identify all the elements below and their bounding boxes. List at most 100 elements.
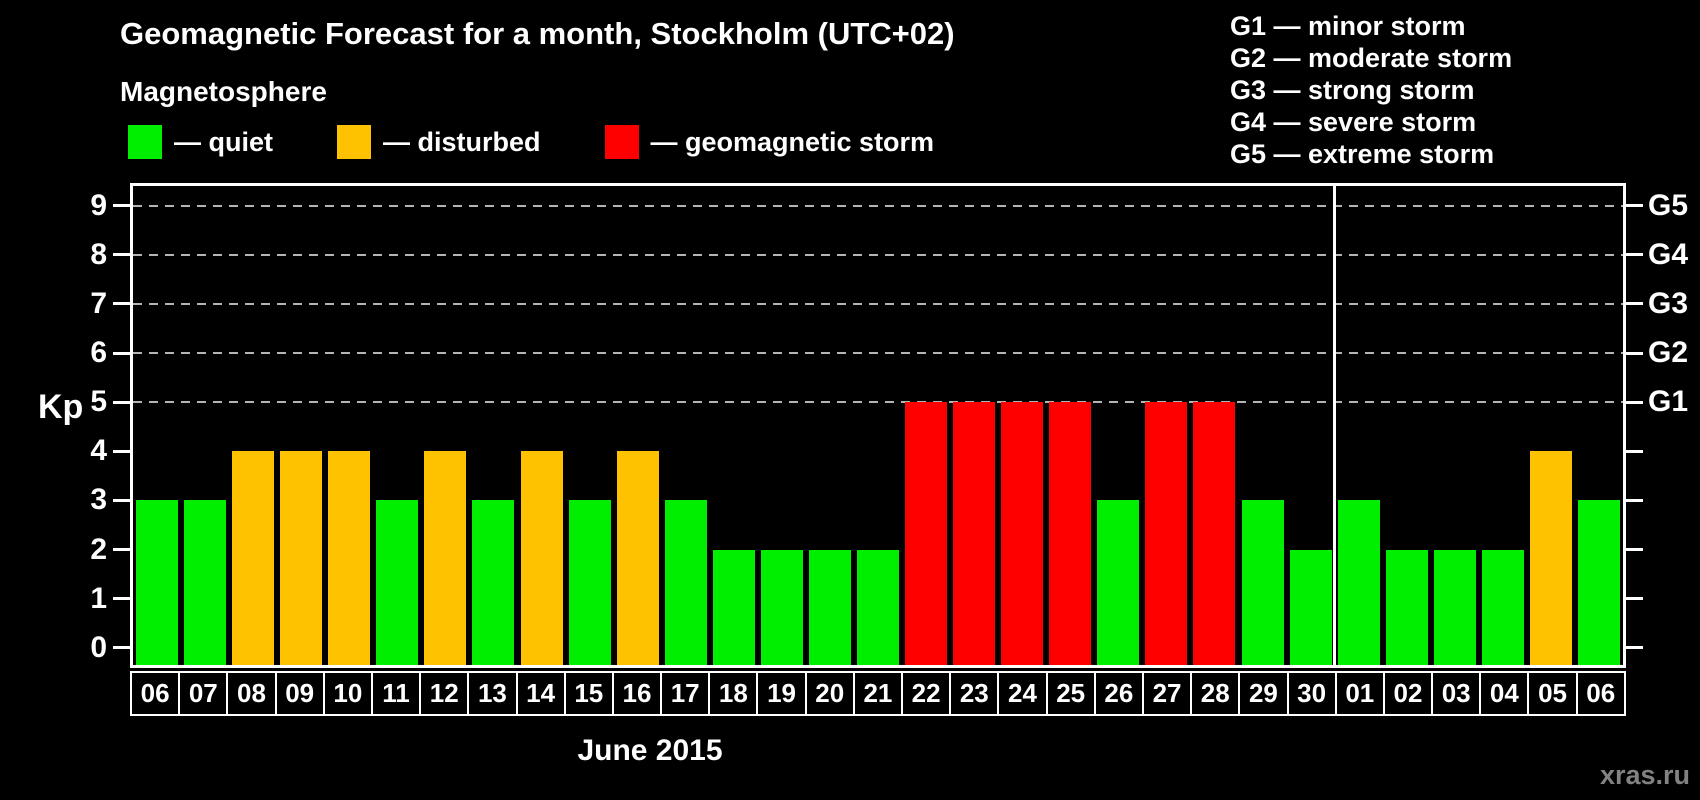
storm-scale-g2: G2 — moderate storm xyxy=(1230,43,1513,73)
kp-bar-day-26 xyxy=(1097,500,1140,665)
kp-bar-day-17 xyxy=(664,500,707,665)
x-axis-day-label-jun-19: 19 xyxy=(756,671,807,716)
x-axis-day-label-jun-15: 15 xyxy=(563,671,614,716)
x-axis-day-label-jun-17: 17 xyxy=(660,671,711,716)
y-axis-tick-left-0 xyxy=(113,646,130,650)
x-axis-day-label-jun-26: 26 xyxy=(1093,671,1144,716)
y-axis-label-6: 6 xyxy=(90,336,107,370)
x-axis-day-label-jun-22: 22 xyxy=(901,671,952,716)
magnetosphere-legend-heading: Magnetosphere xyxy=(120,76,327,107)
storm-scale-legend: G1 — minor storm G2 — moderate storm G3 … xyxy=(1230,10,1512,170)
kp-bar-day-16 xyxy=(616,451,659,665)
storm-scale-g4: G4 — severe storm xyxy=(1230,107,1477,137)
legend-item-storm: — geomagnetic storm xyxy=(604,125,935,159)
x-axis-day-label-jun-10: 10 xyxy=(322,671,373,716)
plot-area xyxy=(130,183,1626,668)
legend-label-quiet: — quiet xyxy=(174,126,273,157)
x-axis-day-label-jul-05: 05 xyxy=(1527,671,1578,716)
kp-bar-day-27 xyxy=(1145,402,1188,665)
kp-bar-day-11 xyxy=(376,500,419,665)
kp-bar-day-25 xyxy=(1049,402,1092,665)
kp-bar-day-28 xyxy=(1193,402,1236,665)
x-axis-day-label-jun-20: 20 xyxy=(804,671,855,716)
y-axis-label-1: 1 xyxy=(90,581,107,615)
x-axis-day-label-jul-02: 02 xyxy=(1382,671,1434,716)
y-axis-tick-right-3 xyxy=(1626,498,1643,502)
right-axis-label-g2: G2 xyxy=(1648,336,1689,370)
disturbed-color-swatch xyxy=(337,125,371,159)
legend-label-storm: — geomagnetic storm xyxy=(650,126,935,157)
gridline-kp-8 xyxy=(133,253,1623,256)
storm-scale-g5: G5 — extreme storm xyxy=(1230,139,1495,169)
y-axis-label-4: 4 xyxy=(90,434,107,468)
y-axis-tick-left-6 xyxy=(113,351,130,355)
kp-bar-day-02 xyxy=(1385,549,1428,665)
watermark: xras.ru xyxy=(1599,760,1690,790)
x-axis-day-label-jun-08: 08 xyxy=(226,671,277,716)
y-axis-label-8: 8 xyxy=(90,237,107,271)
right-axis-label-g3: G3 xyxy=(1648,286,1689,320)
kp-bar-day-03 xyxy=(1433,549,1476,665)
storm-scale-g3: G3 — strong storm xyxy=(1230,75,1475,105)
kp-bar-day-30 xyxy=(1289,549,1332,665)
kp-bar-day-07 xyxy=(184,500,227,665)
right-axis-label-g1: G1 xyxy=(1648,385,1689,419)
y-axis-tick-left-5 xyxy=(113,400,130,404)
x-axis-day-label-jun-24: 24 xyxy=(997,671,1048,716)
y-axis-label-3: 3 xyxy=(90,483,107,517)
kp-bar-day-04 xyxy=(1481,549,1524,665)
x-axis-day-label-jun-06: 06 xyxy=(130,671,181,716)
gridline-kp-7 xyxy=(133,302,1623,305)
x-axis-day-labels: 06 07 08 09 10 11 12 13 14 15 16 17 18 19 20 21 22 23 24 25… xyxy=(130,671,1626,716)
kp-bar-day-08 xyxy=(232,451,275,665)
y-axis-tick-left-7 xyxy=(113,302,130,306)
y-axis-tick-right-7 xyxy=(1626,302,1643,306)
y-axis-label-7: 7 xyxy=(90,286,107,320)
right-axis-label-g5: G5 xyxy=(1648,188,1689,222)
kp-bar-day-21 xyxy=(857,549,899,665)
y-axis-tick-left-4 xyxy=(113,449,130,453)
y-axis-label-5: 5 xyxy=(90,385,107,419)
kp-bar-day-12 xyxy=(424,451,467,665)
quiet-color-swatch xyxy=(128,125,162,159)
x-axis-day-label-jun-11: 11 xyxy=(370,671,422,716)
x-axis-day-label-jun-28: 28 xyxy=(1190,671,1241,716)
x-axis-day-label-jun-12: 12 xyxy=(419,671,470,716)
x-axis-day-label-jul-01: 01 xyxy=(1334,671,1385,716)
legend-item-quiet: — quiet xyxy=(128,125,273,159)
storm-color-swatch xyxy=(604,125,639,159)
kp-bar-day-29 xyxy=(1241,500,1284,665)
y-axis-tick-left-3 xyxy=(113,498,130,502)
y-axis-tick-left-1 xyxy=(113,597,130,601)
x-axis-day-label-jul-04: 04 xyxy=(1479,671,1530,716)
kp-bar-day-01 xyxy=(1337,500,1380,665)
y-axis-tick-right-5 xyxy=(1626,400,1643,404)
x-axis-day-label-jul-06: 06 xyxy=(1575,671,1626,716)
kp-bar-day-05 xyxy=(1529,451,1572,665)
kp-bar-day-23 xyxy=(953,402,996,665)
kp-bar-day-14 xyxy=(520,451,563,665)
kp-bar-day-06 xyxy=(1577,500,1620,665)
kp-bar-day-06 xyxy=(136,500,179,665)
x-axis-day-label-jul-03: 03 xyxy=(1431,671,1482,716)
y-axis-tick-right-0 xyxy=(1626,646,1643,650)
x-axis-day-label-jun-13: 13 xyxy=(467,671,518,716)
right-axis-label-g4: G4 xyxy=(1648,237,1689,271)
gridline-kp-5 xyxy=(133,401,1623,404)
y-axis-label-9: 9 xyxy=(90,188,107,222)
y-axis-tick-right-6 xyxy=(1626,351,1643,355)
x-axis-day-label-jun-09: 09 xyxy=(274,671,325,716)
y-axis-tick-left-2 xyxy=(113,548,130,552)
y-axis-tick-left-8 xyxy=(113,253,130,257)
kp-bar-day-24 xyxy=(1001,402,1044,665)
gridline-kp-9 xyxy=(133,204,1623,207)
x-axis-day-label-jun-23: 23 xyxy=(949,671,1000,716)
y-axis-title: Kp xyxy=(38,388,84,426)
x-axis-day-label-jun-30: 30 xyxy=(1286,671,1337,716)
kp-bar-day-19 xyxy=(760,549,803,665)
plot-inner xyxy=(133,186,1623,665)
kp-bar-day-20 xyxy=(808,549,851,665)
x-axis-day-label-jun-21: 21 xyxy=(852,671,903,716)
chart-title: Geomagnetic Forecast for a month, Stockh… xyxy=(120,16,955,51)
